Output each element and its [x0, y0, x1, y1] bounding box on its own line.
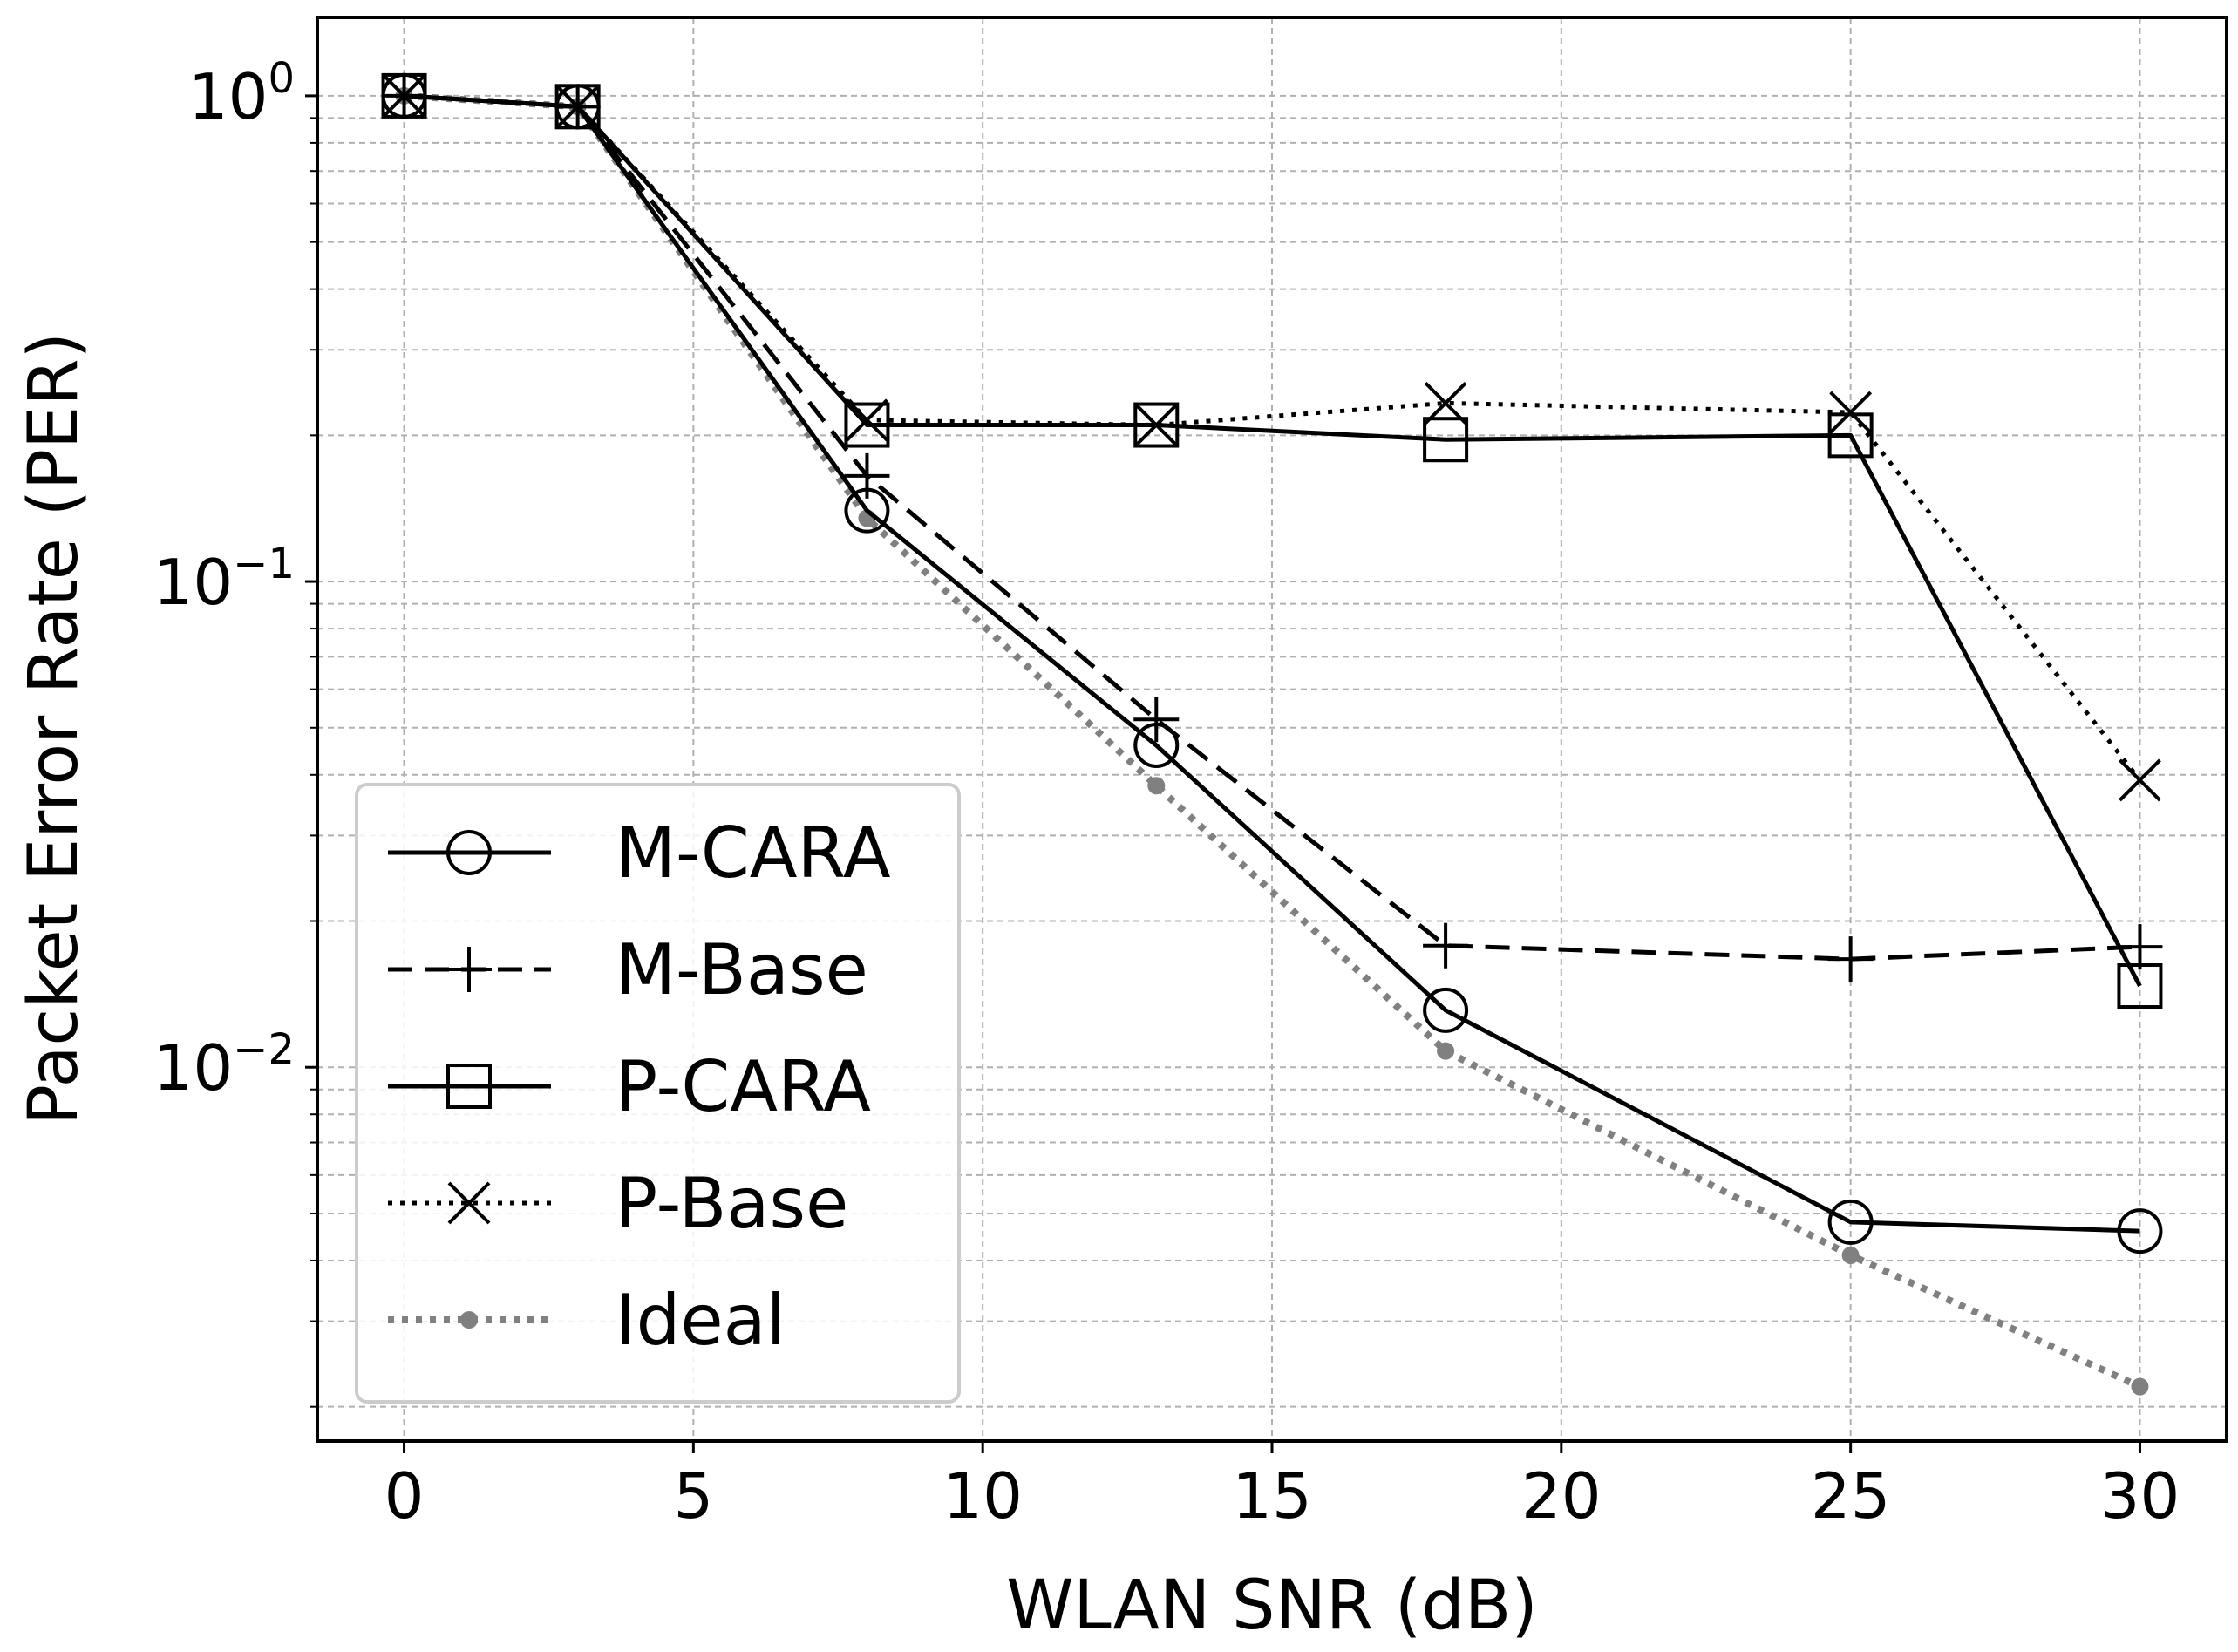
axis-ticks: 0 5 10 15 20 25 30 100 10−1 10−2	[153, 54, 2180, 1533]
x-axis-label: WLAN SNR (dB)	[1006, 1567, 1538, 1645]
y-tick-label: 10−2	[153, 1025, 295, 1105]
data-point-ideal	[1841, 1246, 1860, 1264]
data-point-p-base	[383, 74, 425, 118]
legend-marker-p-cara	[446, 1064, 492, 1109]
data-point-m-base	[1827, 936, 1874, 982]
x-tick-label: 25	[1811, 1459, 1891, 1533]
data-point-p-base	[2119, 758, 2161, 802]
data-point-p-cara	[1423, 417, 1469, 463]
data-point-m-base	[2117, 924, 2163, 970]
data-point-ideal	[1147, 777, 1166, 795]
legend-label-m-base: M-Base	[616, 929, 868, 1010]
data-point-ideal	[1437, 1042, 1455, 1060]
data-point-p-cara	[554, 84, 601, 130]
legend-entry-m-base: M-Base	[388, 929, 868, 1010]
data-point-m-base	[1133, 697, 1180, 743]
x-tick-label: 15	[1232, 1459, 1312, 1533]
legend-entry-p-base: P-Base	[388, 1163, 848, 1244]
legend: M-CARA M-Base P-CARA P-Base Ideal	[355, 783, 961, 1404]
data-point-p-base	[1424, 381, 1467, 425]
data-point-m-cara	[1423, 987, 1469, 1033]
y-tick-label: 100	[188, 54, 295, 133]
legend-marker-p-base	[447, 1181, 491, 1225]
data-point-p-base	[846, 398, 888, 442]
x-tick-label: 0	[384, 1459, 425, 1533]
data-point-m-base	[1423, 922, 1469, 969]
legend-marker-m-base	[446, 947, 492, 992]
series-group	[381, 72, 2163, 1396]
legend-marker-m-cara	[446, 830, 492, 875]
series-p-base	[383, 74, 2161, 802]
x-tick-label: 20	[1521, 1459, 1602, 1533]
legend-label-p-cara: P-CARA	[616, 1046, 871, 1127]
data-point-m-base	[844, 452, 890, 499]
x-tick-label: 10	[942, 1459, 1023, 1533]
data-point-p-base	[1134, 404, 1178, 446]
legend-box	[355, 783, 961, 1404]
y-axis-label: Packet Error Rate (PER)	[15, 332, 93, 1125]
data-point-p-base	[1829, 391, 1873, 434]
x-tick-label: 30	[2100, 1459, 2180, 1533]
data-point-p-cara	[381, 72, 427, 119]
legend-entry-m-cara: M-CARA	[388, 812, 891, 894]
legend-entry-p-cara: P-CARA	[388, 1046, 871, 1127]
data-point-ideal	[2131, 1377, 2149, 1396]
legend-marker-ideal	[460, 1311, 478, 1329]
legend-label-ideal: Ideal	[616, 1280, 786, 1361]
data-point-m-cara	[1827, 1199, 1874, 1245]
legend-entry-ideal: Ideal	[388, 1280, 786, 1361]
data-point-p-base	[556, 85, 600, 128]
legend-label-m-cara: M-CARA	[616, 812, 891, 894]
legend-label-p-base: P-Base	[616, 1163, 848, 1244]
data-point-p-cara	[844, 402, 890, 448]
x-tick-label: 5	[673, 1459, 713, 1533]
data-point-p-cara	[2117, 963, 2163, 1010]
data-point-m-cara	[2117, 1208, 2163, 1254]
y-tick-label: 10−1	[153, 540, 295, 619]
